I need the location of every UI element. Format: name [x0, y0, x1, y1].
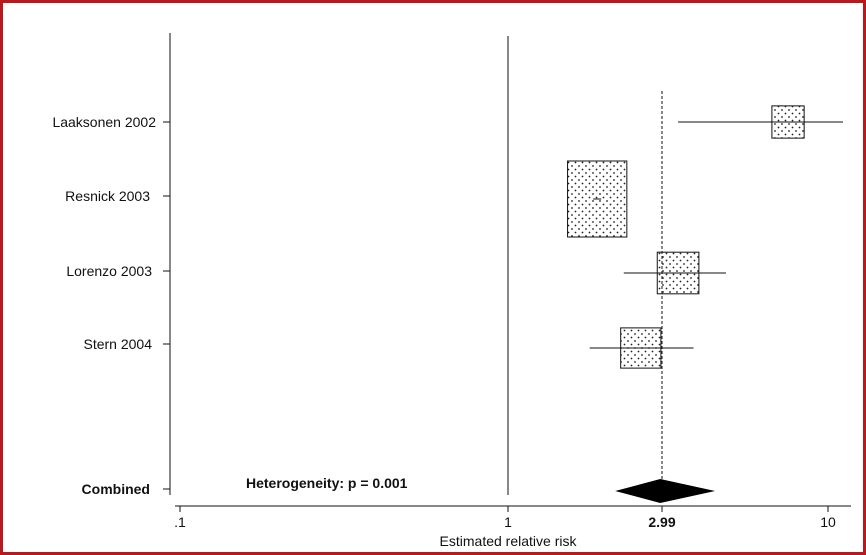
- combined-label: Combined: [82, 481, 150, 497]
- study-marks: [567, 105, 843, 503]
- heterogeneity-annotation: Heterogeneity: p = 0.001: [246, 475, 408, 491]
- x-tick-label: 10: [820, 514, 836, 530]
- forest-plot: Laaksonen 2002 Resnick 2003 Lorenzo 2003…: [52, 33, 851, 549]
- combined-diamond: [615, 479, 716, 503]
- x-axis-label: Estimated relative risk: [440, 533, 578, 549]
- study-label: Lorenzo 2003: [66, 263, 152, 279]
- x-tick-label: 2.99: [648, 514, 675, 530]
- study-label: Laaksonen 2002: [52, 114, 156, 130]
- x-tick-label: .1: [174, 514, 186, 530]
- study-label: Resnick 2003: [65, 188, 150, 204]
- study-label: Stern 2004: [84, 336, 153, 352]
- x-tick-label: 1: [504, 514, 512, 530]
